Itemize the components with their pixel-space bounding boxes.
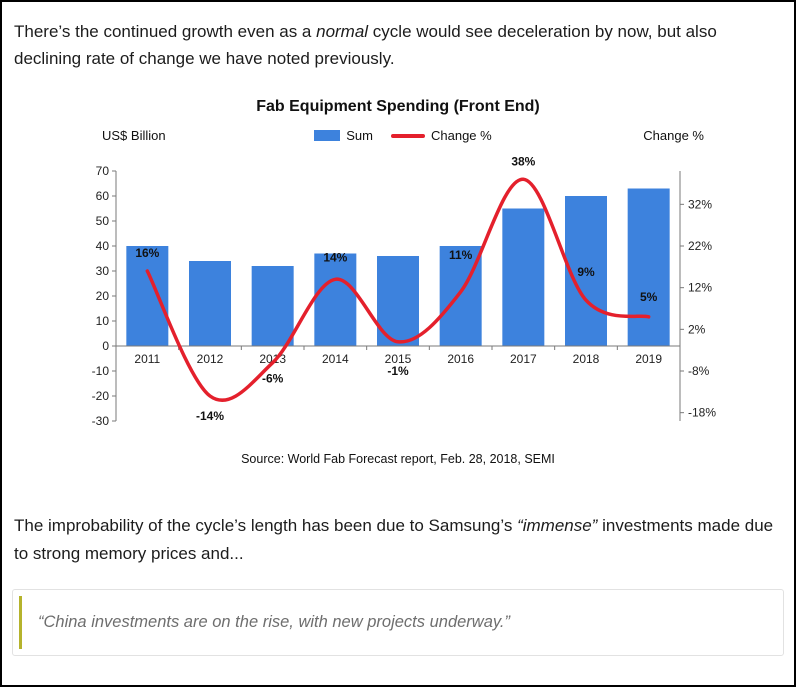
- svg-text:10: 10: [96, 314, 110, 328]
- change-label-2012: -14%: [196, 409, 224, 423]
- svg-text:22%: 22%: [688, 239, 712, 253]
- svg-text:-20: -20: [92, 389, 110, 403]
- x-label-2011: 2011: [134, 352, 160, 366]
- change-line: [145, 177, 651, 403]
- svg-text:12%: 12%: [688, 281, 712, 295]
- analysis-text-1: The improbability of the cycle’s length …: [14, 516, 518, 536]
- svg-text:0: 0: [102, 339, 109, 353]
- change-label-2019: 5%: [640, 290, 658, 304]
- x-label-2015: 2015: [385, 352, 412, 366]
- intro-text-2: cycle would see deceleration by now, but…: [14, 22, 717, 69]
- x-label-2016: 2016: [447, 352, 474, 366]
- chart-source: Source: World Fab Forecast report, Feb. …: [241, 452, 555, 467]
- svg-text:-10: -10: [92, 364, 110, 378]
- analysis-emphasis: “immense”: [517, 516, 598, 536]
- bar-2019: [627, 188, 670, 347]
- bar-2014: [314, 253, 357, 347]
- svg-text:30: 30: [96, 264, 110, 278]
- svg-text:-8%: -8%: [688, 364, 710, 378]
- fab-spending-chart: Fab Equipment Spending (Front End) US$ B…: [58, 98, 738, 466]
- svg-text:60: 60: [96, 189, 110, 203]
- svg-text:32%: 32%: [688, 198, 712, 212]
- bar-2017: [502, 208, 545, 347]
- svg-text:20: 20: [96, 289, 110, 303]
- chart-svg: 70 60 50 40 30 20 10 0 -10 -20 -30 32% 22% 12% 2% -8% -1…: [92, 155, 717, 429]
- intro-emphasis: normal: [316, 22, 369, 41]
- x-label-2018: 2018: [573, 352, 600, 366]
- change-label-2017: 38%: [511, 155, 535, 169]
- x-label-2019: 2019: [635, 352, 662, 366]
- change-label-2014: 14%: [323, 251, 347, 265]
- change-label-2015: -1%: [387, 364, 409, 378]
- legend-change-swatch-icon: [391, 133, 425, 138]
- quote-block: “China investments are on the rise, with…: [19, 595, 777, 649]
- x-label-2012: 2012: [197, 352, 224, 366]
- change-label-2018: 9%: [577, 266, 595, 280]
- chart-title: Fab Equipment Spending (Front End): [256, 98, 540, 116]
- intro-text-1: There’s the continued growth even as a: [14, 22, 317, 41]
- svg-text:-30: -30: [92, 414, 110, 428]
- x-label-2014: 2014: [322, 352, 349, 366]
- legend-item-sum: Sum: [314, 128, 373, 143]
- svg-text:-18%: -18%: [688, 406, 716, 420]
- svg-text:50: 50: [96, 214, 110, 228]
- svg-text:70: 70: [96, 164, 110, 178]
- change-label-2013: -6%: [262, 372, 284, 386]
- intro-paragraph: There’s the continued growth even as a n…: [14, 18, 782, 72]
- chart-legend: Sum Change %: [314, 128, 492, 143]
- bar-2018: [565, 196, 607, 347]
- change-label-2016: 11%: [449, 248, 473, 262]
- left-axis-title: US$ Billion: [102, 128, 166, 144]
- change-label-2011: 16%: [135, 246, 159, 260]
- x-label-2017: 2017: [510, 352, 537, 366]
- bar-2013: [251, 266, 294, 347]
- right-axis-title: Change %: [643, 128, 704, 144]
- quote-text: “China investments are on the rise, with…: [38, 612, 510, 631]
- legend-change-label: Change %: [431, 128, 492, 144]
- chart-header: US$ Billion Sum Change % Change %: [58, 128, 738, 143]
- legend-sum-label: Sum: [346, 128, 373, 144]
- bar-2012: [189, 261, 231, 347]
- analysis-paragraph: The improbability of the cycle’s length …: [14, 512, 782, 566]
- svg-text:40: 40: [96, 239, 110, 253]
- analysis-text-2: investments made due to strong memory pr…: [14, 516, 774, 563]
- legend-item-change: Change %: [391, 128, 492, 143]
- legend-sum-swatch-icon: [314, 130, 341, 142]
- svg-text:2%: 2%: [688, 323, 706, 337]
- quote-box: “China investments are on the rise, with…: [12, 588, 784, 656]
- bar-2011: [126, 246, 169, 347]
